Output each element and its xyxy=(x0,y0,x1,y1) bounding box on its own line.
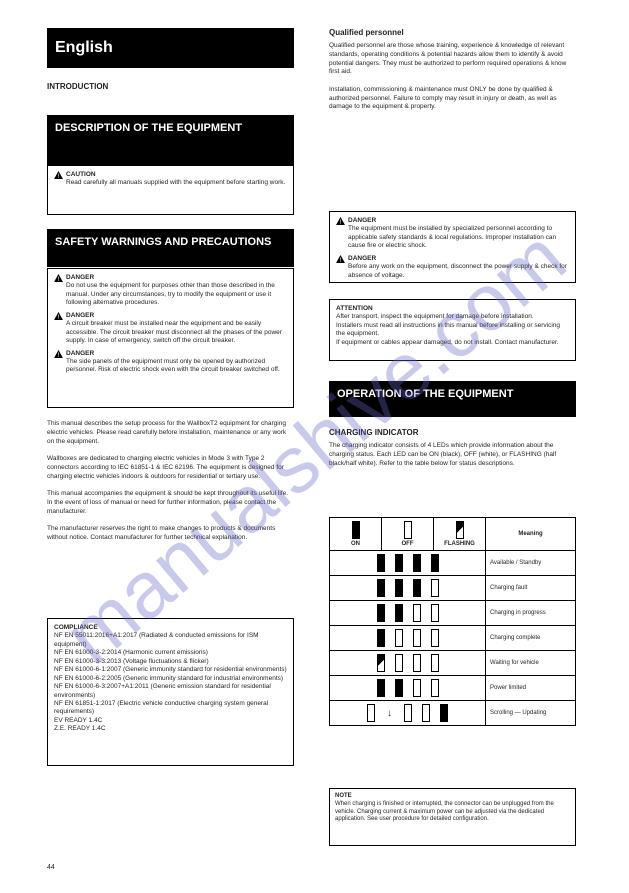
note-text: When charging is finished or interrupted… xyxy=(335,801,554,823)
led-bar xyxy=(413,629,421,647)
warning-triangle-icon: ! xyxy=(54,312,63,320)
danger-text-1: Do not use the equipment for purposes ot… xyxy=(66,282,275,306)
led-meaning: Available / Standby xyxy=(486,551,576,576)
legend-bar-on xyxy=(352,521,360,539)
attention-box: ATTENTION After transport, inspect the e… xyxy=(329,299,576,361)
led-bar xyxy=(377,679,385,697)
page-number: 44 xyxy=(47,864,55,871)
compliance-box: COMPLIANCE NF EN 55011:2016+A1:2017 (Rad… xyxy=(47,618,294,766)
heading-charging-indicator: CHARGING INDICATOR xyxy=(329,428,418,437)
caution-label: CAUTION xyxy=(66,171,96,178)
led-bar xyxy=(395,629,403,647)
svg-text:!: ! xyxy=(58,173,60,179)
led-bar xyxy=(431,554,439,572)
warning-triangle-icon: ! xyxy=(54,171,63,179)
danger-text-3: The side panels of the equipment must on… xyxy=(66,358,280,373)
led-bar xyxy=(395,654,403,672)
led-bar xyxy=(377,604,385,622)
qualified-personnel-text: Qualified personnel are those whose trai… xyxy=(329,42,576,112)
table-row: Power limited xyxy=(330,676,576,701)
danger-label-r2: DANGER xyxy=(348,255,376,262)
svg-text:!: ! xyxy=(58,352,60,358)
legend-off-label: OFF xyxy=(402,541,414,547)
table-row: Charging complete xyxy=(330,626,576,651)
led-bar xyxy=(395,554,403,572)
danger-label-2: DANGER xyxy=(66,312,94,319)
warning-triangle-icon: ! xyxy=(336,255,345,263)
table-row: Charging in progress xyxy=(330,601,576,626)
led-bar xyxy=(377,579,385,597)
danger-box: ! DANGERDo not use the equipment for pur… xyxy=(47,268,294,408)
compliance-text: NF EN 55011:2016+A1:2017 (Radiated & con… xyxy=(54,632,287,732)
table-row: Charging fault xyxy=(330,576,576,601)
led-bar xyxy=(431,629,439,647)
caution-box-1: ! CAUTIONRead carefully all manuals supp… xyxy=(47,165,294,215)
warning-triangle-icon: ! xyxy=(54,350,63,358)
banner-language: English xyxy=(47,28,294,68)
warning-triangle-icon: ! xyxy=(54,274,63,282)
legend-bar-off xyxy=(404,521,412,539)
led-bar xyxy=(413,679,421,697)
led-bar xyxy=(413,554,421,572)
led-meaning: Waiting for vehicle xyxy=(486,651,576,676)
legend-on-label: ON xyxy=(351,541,360,547)
led-meaning: Scrolling — Updating xyxy=(486,701,576,726)
danger-label-r1: DANGER xyxy=(348,217,376,224)
led-bar xyxy=(404,704,412,722)
led-meaning: Charging complete xyxy=(486,626,576,651)
led-bar xyxy=(367,704,375,722)
led-meaning: Charging fault xyxy=(486,576,576,601)
intro-body-text: This manual describes the setup process … xyxy=(47,420,294,543)
led-bar xyxy=(413,654,421,672)
led-meaning: Power limited xyxy=(486,676,576,701)
led-bar xyxy=(395,604,403,622)
heading-introduction: INTRODUCTION xyxy=(47,82,108,91)
charging-indicator-text: The charging indicator consists of 4 LED… xyxy=(329,442,576,468)
led-bar xyxy=(377,629,385,647)
table-row: Waiting for vehicle xyxy=(330,651,576,676)
note-heading: NOTE xyxy=(335,793,352,799)
svg-text:!: ! xyxy=(340,219,342,225)
legend-bar-flash xyxy=(456,521,464,539)
warning-triangle-icon: ! xyxy=(336,217,345,225)
led-bar xyxy=(431,579,439,597)
note-box: NOTE When charging is finished or interr… xyxy=(329,788,576,846)
led-bar xyxy=(431,679,439,697)
banner-operation: OPERATION OF THE EQUIPMENT xyxy=(329,381,576,417)
compliance-heading: COMPLIANCE xyxy=(54,624,98,631)
danger-label-3: DANGER xyxy=(66,350,94,357)
caution-text: Read carefully all manuals supplied with… xyxy=(66,179,285,186)
legend-flash-label: FLASHING xyxy=(444,541,475,547)
svg-text:!: ! xyxy=(58,276,60,282)
svg-text:!: ! xyxy=(340,257,342,263)
danger-text-r2: Before any work on the equipment, discon… xyxy=(348,263,567,278)
heading-qualified-personnel: Qualified personnel xyxy=(329,28,404,37)
led-meaning: Charging in progress xyxy=(486,601,576,626)
legend-meaning-label: Meaning xyxy=(486,518,576,551)
danger-text-2: A circuit breaker must be installed near… xyxy=(66,320,282,344)
led-bar xyxy=(377,554,385,572)
banner-description: DESCRIPTION OF THE EQUIPMENT xyxy=(47,115,294,165)
led-bar xyxy=(377,654,385,672)
attention-text: After transport, inspect the equipment f… xyxy=(336,313,560,345)
led-bar xyxy=(431,604,439,622)
led-bar xyxy=(440,704,448,722)
table-row: Available / Standby xyxy=(330,551,576,576)
led-bar xyxy=(395,579,403,597)
led-status-table: ON OFF FLASHING Meaning Available / Stan… xyxy=(329,517,576,726)
arrow-down-icon: ↓ xyxy=(387,708,392,719)
led-bar xyxy=(422,704,430,722)
led-bar xyxy=(431,654,439,672)
table-row: ↓ Scrolling — Updating xyxy=(330,701,576,726)
svg-text:!: ! xyxy=(58,314,60,320)
banner-safety: SAFETY WARNINGS AND PRECAUTIONS xyxy=(47,229,294,267)
danger-text-r1: The equipment must be installed by speci… xyxy=(348,225,556,249)
danger-box-right: ! DANGERThe equipment must be installed … xyxy=(329,211,576,283)
led-bar xyxy=(413,579,421,597)
led-bar xyxy=(413,604,421,622)
attention-heading: ATTENTION xyxy=(336,305,373,312)
danger-label-1: DANGER xyxy=(66,274,94,281)
led-bar xyxy=(395,679,403,697)
